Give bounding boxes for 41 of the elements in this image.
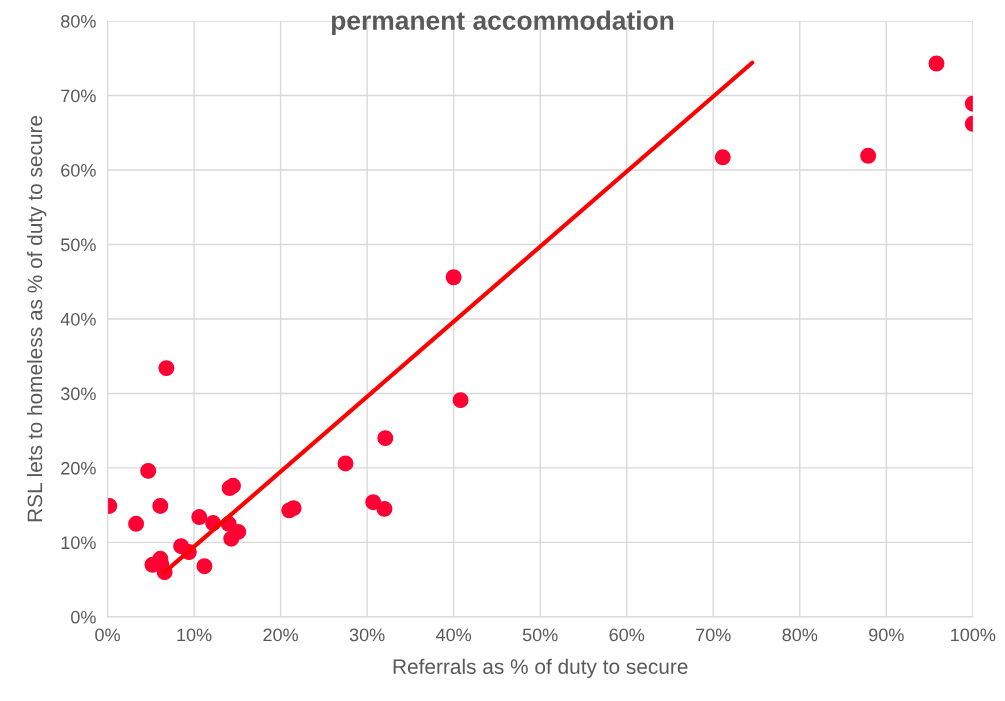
chart-title: permanent accommodation	[331, 10, 674, 36]
y-axis-title: RSL lets to homeless as % of duty to secure	[26, 115, 47, 522]
x-tick-label: 70%	[696, 628, 731, 642]
x-tick-label: 10%	[177, 628, 212, 642]
point	[230, 523, 247, 540]
point	[152, 497, 169, 514]
y-tick-label: 70%	[61, 89, 96, 103]
point	[158, 360, 175, 377]
x-tick-label: 30%	[349, 628, 385, 642]
point	[377, 430, 394, 447]
y-tick-label: 50%	[61, 238, 96, 252]
point	[225, 477, 241, 494]
point	[928, 55, 945, 72]
x-tick-label: 60%	[609, 628, 645, 642]
y-tick-label: 80%	[61, 14, 96, 28]
x-tick-label: 90%	[869, 628, 904, 642]
point	[337, 455, 354, 472]
point	[452, 392, 469, 409]
point	[860, 147, 877, 164]
x-tick-label: 100%	[951, 628, 996, 642]
x-tick-label: 40%	[436, 628, 472, 642]
y-tick-label: 60%	[61, 163, 96, 177]
point	[285, 500, 302, 517]
y-tick-label: 20%	[61, 461, 96, 475]
y-tick-label: 30%	[60, 387, 96, 401]
x-tick-label: 80%	[782, 628, 818, 642]
point	[191, 509, 208, 526]
point	[140, 462, 157, 479]
y-tick-label: 0%	[71, 610, 96, 624]
y-tick-label: 10%	[61, 536, 96, 550]
point	[376, 500, 393, 517]
point	[128, 515, 145, 532]
y-tick-label: 40%	[60, 312, 96, 326]
x-tick-label: 50%	[522, 628, 558, 642]
x-tick-label: 0%	[95, 628, 120, 642]
x-tick-label: 20%	[263, 628, 299, 642]
point	[196, 558, 213, 575]
point	[714, 149, 731, 166]
point	[365, 494, 382, 511]
x-axis-title: Referrals as % of duty to secure	[393, 658, 688, 679]
point	[445, 269, 462, 286]
